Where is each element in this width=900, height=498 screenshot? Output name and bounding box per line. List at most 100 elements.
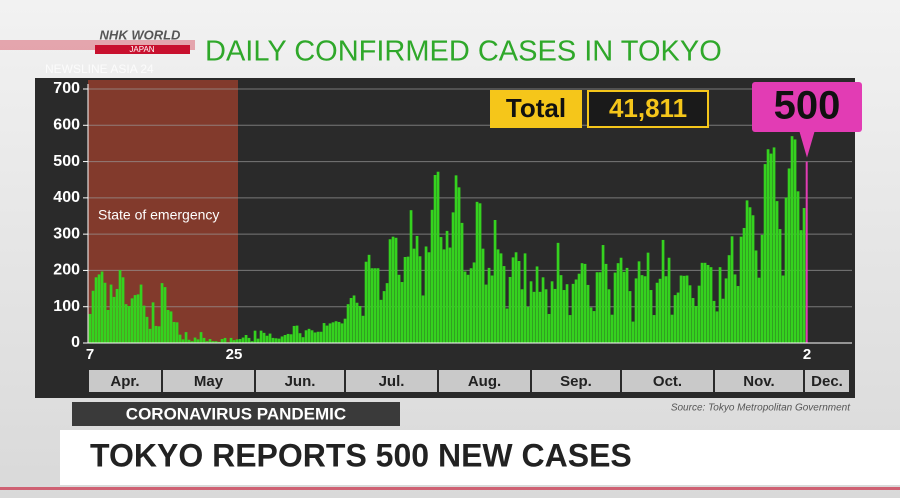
y-tick-label: 500 <box>53 153 80 170</box>
bar <box>358 305 362 343</box>
bar <box>388 239 392 343</box>
bar <box>373 268 377 343</box>
month-box <box>622 370 713 392</box>
bar <box>562 290 566 343</box>
x-tick-label: 25 <box>226 346 243 363</box>
bar <box>769 153 773 343</box>
bar <box>319 331 323 343</box>
bar <box>376 268 380 343</box>
bar <box>532 291 536 343</box>
bar <box>454 175 458 343</box>
bar <box>766 149 770 343</box>
bar <box>115 288 119 343</box>
bar <box>280 336 284 343</box>
bar <box>394 237 398 343</box>
bar <box>517 260 521 343</box>
bar <box>757 277 761 343</box>
bar <box>499 253 503 343</box>
logo-sub: JAPAN <box>129 45 154 54</box>
bar <box>295 325 299 343</box>
month-label: Aug. <box>468 373 501 390</box>
bar <box>442 249 446 343</box>
bar <box>472 262 476 343</box>
month-label: Oct. <box>653 373 682 390</box>
bar <box>787 168 791 343</box>
bar <box>691 298 695 343</box>
bar <box>217 341 221 343</box>
month-label: May <box>194 373 224 390</box>
bar <box>238 339 242 343</box>
bar <box>397 274 401 343</box>
bar <box>214 341 218 343</box>
bar <box>412 248 416 343</box>
y-tick-label: 600 <box>53 117 80 134</box>
bar <box>649 290 653 343</box>
bar <box>133 295 137 343</box>
y-tick-label: 200 <box>53 262 80 279</box>
bar <box>658 278 662 343</box>
bar <box>202 337 206 343</box>
plot: 0 100 200 300 400 500 600 700 7 25 2 <box>53 80 852 363</box>
bar <box>610 314 614 343</box>
bar <box>604 263 608 343</box>
bar <box>760 234 764 343</box>
bar <box>160 283 164 343</box>
total: 41,811 <box>609 93 687 123</box>
bar <box>640 275 644 343</box>
bar <box>91 290 95 343</box>
bar <box>598 272 602 343</box>
bar <box>151 302 155 343</box>
bar <box>457 187 461 343</box>
bar <box>490 275 494 343</box>
bar <box>781 275 785 343</box>
bar <box>646 252 650 343</box>
bar <box>553 288 557 343</box>
bar <box>403 257 407 343</box>
bar <box>580 263 584 343</box>
bar <box>340 323 344 343</box>
bar <box>568 315 572 343</box>
month-box <box>89 370 161 392</box>
annotation: State of emergency <box>98 207 219 223</box>
bar <box>790 136 794 343</box>
bar <box>190 341 194 343</box>
bar <box>724 278 728 343</box>
bar <box>496 249 500 343</box>
bar <box>475 201 479 343</box>
bar <box>637 261 641 343</box>
bar <box>748 207 752 343</box>
month-box <box>163 370 254 392</box>
bar <box>130 298 134 343</box>
month-box <box>805 370 849 392</box>
bar <box>772 147 776 343</box>
headline-bg <box>60 430 900 485</box>
bar <box>406 256 410 343</box>
bar <box>382 291 386 343</box>
bar <box>232 340 236 343</box>
tag: CORONAVIRUS PANDEMIC <box>126 404 346 423</box>
bar <box>154 325 158 343</box>
bar <box>550 281 554 343</box>
bar <box>178 334 182 343</box>
bar <box>304 330 308 343</box>
bar <box>715 311 719 343</box>
bar <box>460 222 464 343</box>
bar <box>613 272 617 343</box>
month-label: Dec. <box>811 373 843 390</box>
bar <box>325 325 329 343</box>
bar <box>676 292 680 343</box>
month-box <box>256 370 344 392</box>
bar <box>184 332 188 343</box>
bar <box>205 341 209 343</box>
bar <box>493 219 497 343</box>
bar <box>673 295 677 343</box>
bar <box>577 273 581 343</box>
bar <box>592 311 596 343</box>
bar <box>361 315 365 343</box>
bar <box>505 308 509 343</box>
bar <box>415 235 419 343</box>
y-tick-label: 400 <box>53 189 80 206</box>
bar <box>193 337 197 343</box>
month-box <box>346 370 437 392</box>
